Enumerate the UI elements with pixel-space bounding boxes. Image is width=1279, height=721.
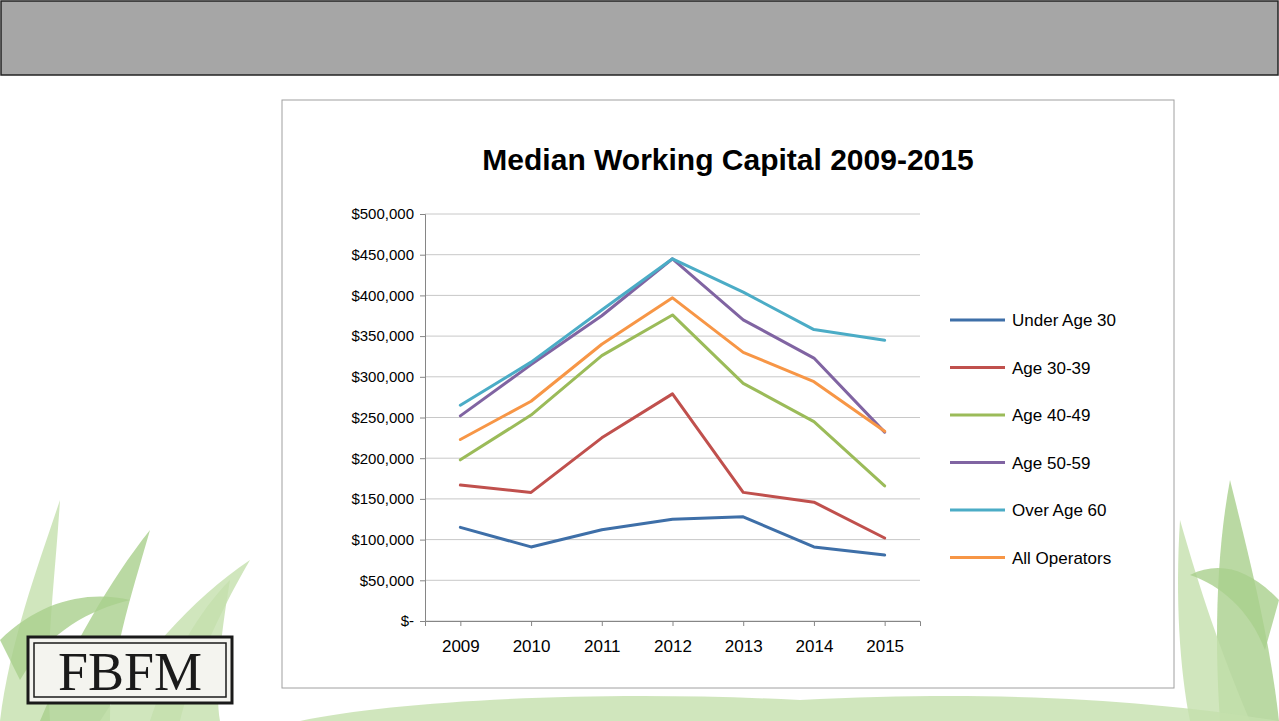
- grid-line: [425, 376, 920, 377]
- x-tick: 2014: [796, 621, 834, 656]
- grid-line: [425, 580, 920, 581]
- series-line: [460, 259, 884, 406]
- y-tick: $50,000: [360, 572, 425, 589]
- legend-swatch: [950, 461, 1005, 464]
- y-tick-label: $450,000: [351, 246, 414, 263]
- x-tick-mark: [531, 621, 532, 626]
- y-tick: $400,000: [351, 287, 425, 304]
- legend-label: Over Age 60: [1012, 501, 1107, 520]
- legend-label: Age 50-59: [1012, 454, 1090, 473]
- y-tick-mark: [420, 458, 425, 459]
- x-tick-label: 2013: [725, 637, 763, 656]
- y-tick-mark: [420, 540, 425, 541]
- y-tick-mark: [420, 499, 425, 500]
- x-tick-label: 2011: [584, 637, 621, 656]
- logo: FBFM: [28, 637, 232, 703]
- x-tick: 2009: [442, 621, 480, 656]
- x-tick-label: 2012: [654, 637, 692, 656]
- y-tick-label: $50,000: [360, 572, 414, 589]
- chart-title: Median Working Capital 2009-2015: [482, 143, 973, 176]
- y-tick-label: $300,000: [351, 368, 414, 385]
- x-tick: 2010: [513, 621, 551, 656]
- x-tick: 2012: [654, 621, 692, 656]
- y-tick-label: $500,000: [351, 205, 414, 222]
- legend-label: Age 30-39: [1012, 359, 1090, 378]
- y-tick-label: $350,000: [351, 327, 414, 344]
- y-tick: $350,000: [351, 327, 425, 344]
- background: [0, 0, 1279, 721]
- series-line: [460, 298, 884, 440]
- y-tick-label: $-: [401, 612, 414, 629]
- x-tick-label: 2015: [866, 637, 904, 656]
- x-tick-mark: [885, 621, 886, 626]
- y-tick: $300,000: [351, 368, 425, 385]
- grid-line: [425, 214, 920, 215]
- canvas: Median Working Capital 2009-2015 $- $50,00…: [0, 0, 1279, 721]
- grid-line: [425, 498, 920, 499]
- y-tick-mark: [420, 418, 425, 419]
- x-tick-mark: [460, 621, 461, 626]
- y-tick-label: $250,000: [351, 409, 414, 426]
- grid-line: [425, 458, 920, 459]
- y-tick: $150,000: [351, 490, 425, 507]
- x-tick-label: 2009: [442, 637, 480, 656]
- x-tick: 2011: [584, 621, 621, 656]
- y-tick: $200,000: [351, 450, 425, 467]
- y-tick: $-: [401, 612, 425, 629]
- legend-label: All Operators: [1012, 549, 1111, 568]
- y-tick-mark: [420, 295, 425, 296]
- grid-line: [425, 295, 920, 296]
- y-axis: $- $50,000 $100,000 $150,000 $200,000 $250,00…: [351, 205, 425, 629]
- x-tick-mark: [743, 621, 744, 626]
- y-tick-mark: [420, 336, 425, 337]
- lines: [460, 259, 884, 555]
- legend-swatch: [950, 366, 1005, 369]
- y-tick-mark: [420, 621, 425, 622]
- y-tick-label: $150,000: [351, 490, 414, 507]
- leaf: [300, 696, 1279, 721]
- legend-swatch: [950, 556, 1005, 559]
- logo-text: FBFM: [58, 642, 202, 702]
- y-tick: $500,000: [351, 205, 425, 222]
- series-line: [460, 517, 884, 555]
- y-tick-label: $100,000: [351, 531, 414, 548]
- series-line: [460, 315, 884, 486]
- y-tick-label: $400,000: [351, 287, 414, 304]
- y-tick-mark: [420, 214, 425, 215]
- y-tick: $250,000: [351, 409, 425, 426]
- series-line: [460, 394, 884, 538]
- leaf: [1190, 568, 1279, 650]
- x-tick: 2013: [725, 621, 763, 656]
- legend: Under Age 30 Age 30-39 Age 40-49 Age 50-59 O…: [950, 311, 1116, 568]
- grid: [425, 214, 920, 621]
- legend-swatch: [950, 319, 1005, 322]
- x-tick-label: 2010: [513, 637, 551, 656]
- header-bar: [1, 1, 1278, 75]
- y-tick-label: $200,000: [351, 450, 414, 467]
- legend-label: Age 40-49: [1012, 406, 1090, 425]
- grid-line: [425, 254, 920, 255]
- chart-area: [282, 100, 1174, 688]
- x-axis-line: [426, 622, 921, 627]
- logo-frame: [28, 637, 232, 703]
- legend-swatch: [950, 509, 1005, 512]
- x-tick-mark: [814, 621, 815, 626]
- x-axis: 2009 2010 2011 2012 2013 2014 2015: [426, 621, 921, 656]
- x-tick-mark: [602, 621, 603, 626]
- legend-label: Under Age 30: [1012, 311, 1116, 330]
- x-tick-label: 2014: [796, 637, 834, 656]
- leaf: [1178, 520, 1250, 721]
- x-tick: 2015: [866, 621, 904, 656]
- y-tick: $100,000: [351, 531, 425, 548]
- y-tick-mark: [420, 255, 425, 256]
- y-tick-mark: [420, 377, 425, 378]
- x-tick-mark: [673, 621, 674, 626]
- y-tick: $450,000: [351, 246, 425, 263]
- legend-swatch: [950, 414, 1005, 417]
- y-tick-mark: [420, 580, 425, 581]
- y-axis-line: [420, 215, 426, 622]
